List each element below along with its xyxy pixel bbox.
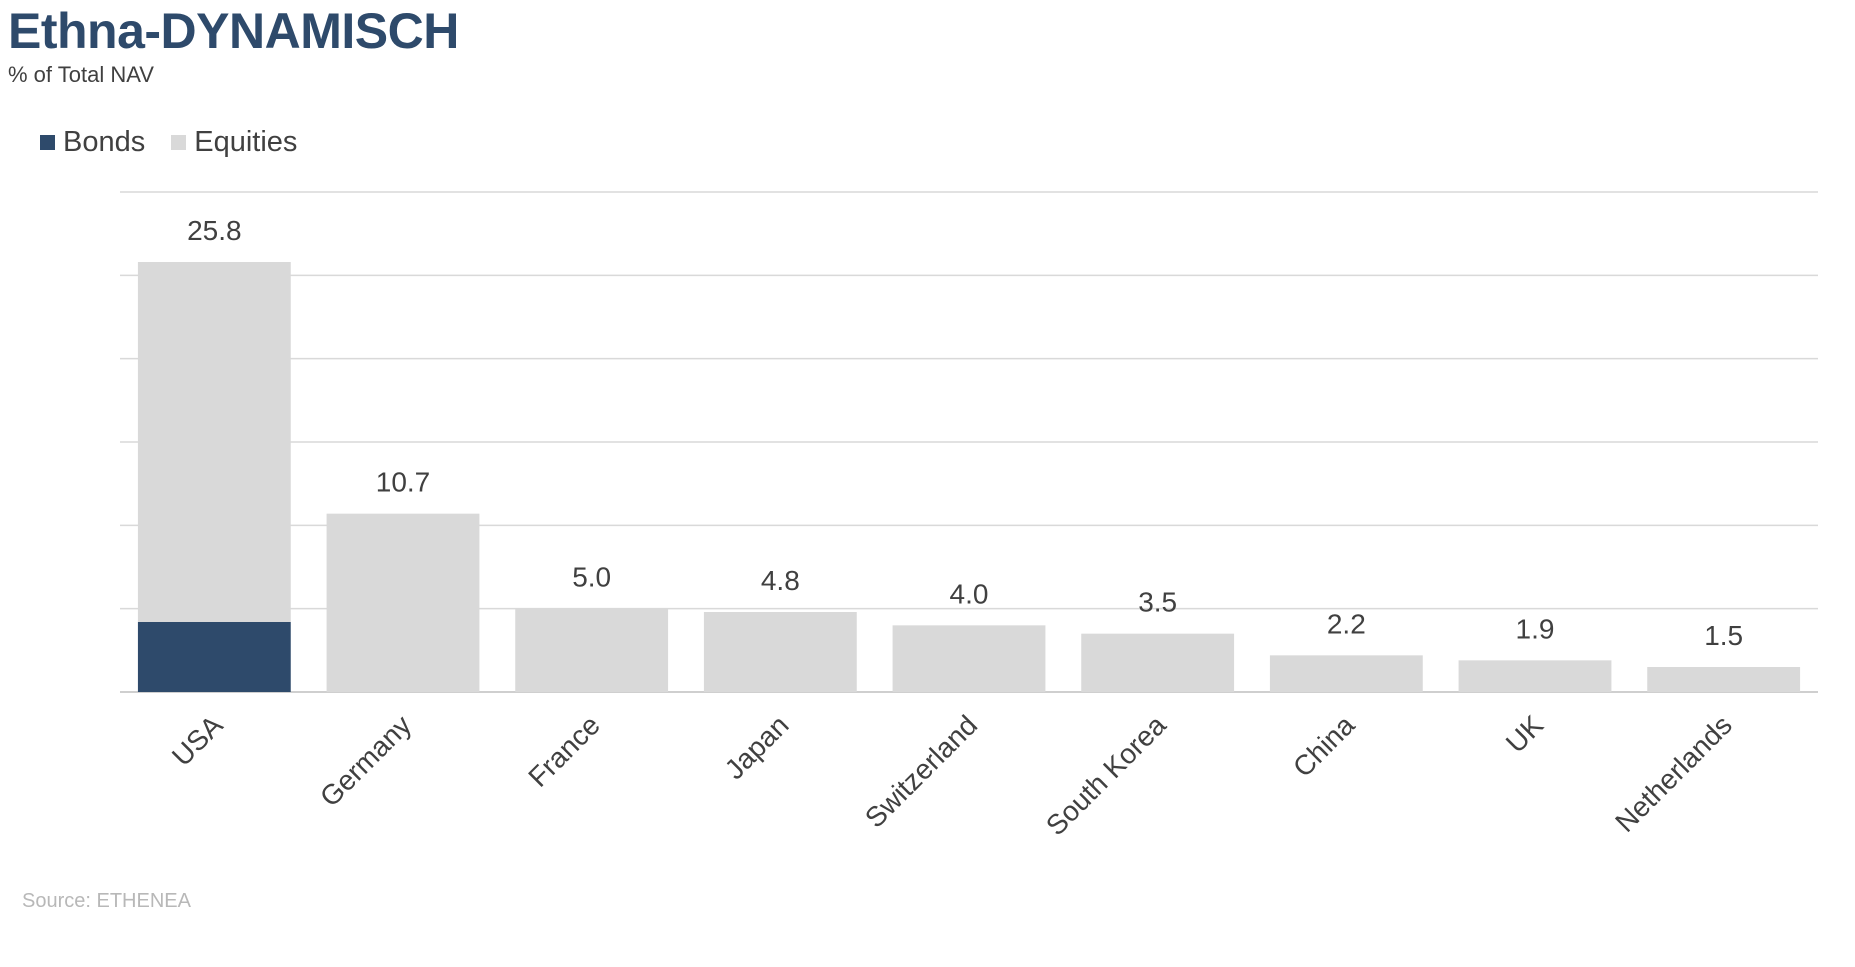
- data-label: 4.0: [950, 578, 989, 609]
- bar-equities: [892, 625, 1046, 692]
- x-tick-label: USA: [166, 709, 229, 772]
- x-tick-label: France: [522, 709, 606, 793]
- legend-item-bonds: Bonds: [40, 126, 145, 159]
- x-tick-label: Japan: [719, 709, 795, 785]
- legend-swatch-equities: [171, 135, 187, 150]
- data-label: 1.5: [1704, 620, 1743, 651]
- data-label: 3.5: [1138, 587, 1177, 618]
- x-tick-label: Germany: [314, 709, 417, 812]
- legend-label-bonds: Bonds: [63, 126, 146, 158]
- bar-equities: [1081, 633, 1235, 692]
- data-label: 2.2: [1327, 608, 1366, 639]
- x-tick-label: UK: [1500, 709, 1550, 759]
- bar-equities: [326, 513, 480, 692]
- bar-equities: [1647, 667, 1801, 692]
- bar-equities: [515, 608, 669, 692]
- x-tick-label: South Korea: [1040, 709, 1172, 841]
- x-tick-label: China: [1287, 709, 1361, 783]
- bar-equities: [703, 612, 857, 692]
- x-tick-label: Switzerland: [859, 709, 983, 833]
- chart-legend: Bonds Equities: [40, 126, 323, 159]
- bar-bonds: [137, 622, 291, 692]
- data-label: 5.0: [572, 562, 611, 593]
- x-tick-label: Netherlands: [1609, 709, 1738, 838]
- data-label: 1.9: [1516, 613, 1555, 644]
- bar-equities: [1269, 655, 1423, 692]
- chart-title: Ethna-DYNAMISCH: [8, 3, 459, 59]
- source-note: Source: ETHENEA: [22, 890, 191, 912]
- chart-subtitle: % of Total NAV: [8, 62, 154, 87]
- data-label: 10.7: [376, 467, 431, 498]
- legend-label-equities: Equities: [194, 126, 298, 158]
- bar-equities: [137, 262, 291, 622]
- data-label: 4.8: [761, 565, 800, 596]
- legend-item-equities: Equities: [171, 126, 297, 159]
- legend-swatch-bonds: [40, 135, 55, 150]
- bar-equities: [1458, 660, 1612, 692]
- data-label: 25.8: [187, 215, 242, 246]
